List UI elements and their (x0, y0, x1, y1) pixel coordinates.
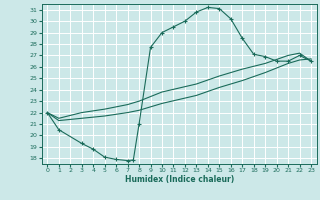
X-axis label: Humidex (Indice chaleur): Humidex (Indice chaleur) (124, 175, 234, 184)
